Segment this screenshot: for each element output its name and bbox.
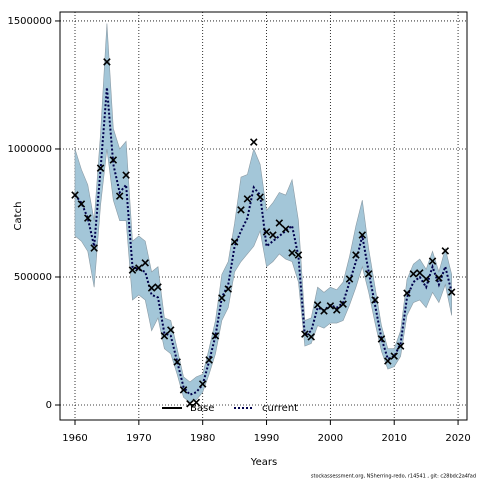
observed-marker bbox=[186, 399, 194, 408]
observed-marker bbox=[301, 330, 309, 338]
observed-marker bbox=[179, 386, 188, 394]
x-tick-label: 2010 bbox=[381, 433, 406, 444]
observed-marker bbox=[192, 398, 201, 407]
observed-marker bbox=[103, 58, 111, 66]
observed-marker bbox=[218, 294, 226, 302]
observed-marker bbox=[447, 288, 456, 296]
observed-marker bbox=[90, 244, 98, 252]
x-tick-label: 1970 bbox=[126, 433, 151, 444]
observed-marker bbox=[320, 307, 328, 315]
observed-marker bbox=[141, 259, 149, 267]
observed-marker bbox=[441, 247, 450, 255]
estimate-line bbox=[74, 87, 453, 396]
y-tick-label: 0 bbox=[46, 400, 52, 411]
observed-marker bbox=[345, 275, 354, 283]
x-tick-label: 2000 bbox=[318, 433, 343, 444]
observed-marker bbox=[109, 156, 118, 164]
legend-label: current bbox=[262, 403, 298, 414]
observed-marker bbox=[415, 269, 424, 277]
observed-marker bbox=[364, 270, 373, 278]
observed-marker bbox=[313, 301, 322, 309]
observed-marker bbox=[281, 225, 290, 233]
x-tick-label: 1960 bbox=[62, 433, 87, 444]
y-tick-label: 1500000 bbox=[7, 16, 52, 27]
observed-marker bbox=[173, 358, 181, 366]
observed-marker bbox=[384, 357, 392, 365]
observed-marker bbox=[339, 300, 347, 308]
x-tick-label: 1980 bbox=[190, 433, 215, 444]
observed-marker bbox=[115, 192, 124, 200]
observed-marker bbox=[96, 164, 105, 172]
observed-marker bbox=[84, 214, 92, 222]
observed-marker bbox=[230, 238, 239, 246]
observed-marker bbox=[403, 289, 411, 297]
observed-marker bbox=[77, 200, 86, 208]
observed-marker bbox=[294, 251, 303, 259]
observed-marker bbox=[390, 352, 398, 360]
observed-marker bbox=[358, 231, 367, 239]
observed-marker bbox=[262, 228, 271, 236]
observed-marker bbox=[243, 195, 252, 203]
observed-marker bbox=[154, 283, 162, 291]
observed-marker bbox=[198, 380, 207, 388]
observed-marker bbox=[396, 342, 405, 350]
observed-marker bbox=[435, 274, 443, 282]
observed-marker bbox=[71, 191, 79, 199]
observed-marker bbox=[275, 219, 284, 227]
observed-marker bbox=[128, 266, 137, 274]
observed-marker bbox=[371, 296, 379, 304]
observed-marker bbox=[377, 335, 386, 343]
observed-marker bbox=[352, 251, 360, 259]
observed-marker bbox=[160, 332, 169, 340]
observed-marker bbox=[409, 270, 418, 278]
observed-marker bbox=[307, 333, 315, 341]
observed-marker bbox=[249, 138, 258, 146]
y-tick-label: 500000 bbox=[14, 272, 52, 283]
observed-marker bbox=[428, 257, 437, 265]
observed-marker bbox=[269, 231, 277, 239]
observed-marker bbox=[211, 332, 220, 340]
plot-frame bbox=[59, 11, 468, 421]
observed-marker bbox=[167, 326, 175, 334]
y-axis-label: Catch bbox=[13, 202, 24, 231]
observed-marker bbox=[288, 249, 296, 257]
observed-marker bbox=[422, 275, 430, 283]
observed-marker bbox=[326, 302, 335, 310]
x-tick-label: 1990 bbox=[254, 433, 279, 444]
x-tick-label: 2020 bbox=[445, 433, 470, 444]
observed-marker bbox=[135, 264, 143, 272]
observed-marker bbox=[205, 356, 213, 364]
observed-marker bbox=[122, 171, 130, 179]
observed-marker bbox=[256, 193, 264, 201]
y-tick-label: 1000000 bbox=[7, 144, 52, 155]
x-axis-label: Years bbox=[250, 457, 277, 468]
footer: stockassessment.org, NSherring-redo, r14… bbox=[311, 474, 476, 480]
legend-label: Base bbox=[190, 403, 214, 414]
observed-marker bbox=[332, 306, 341, 314]
observed-marker bbox=[147, 284, 156, 292]
observed-marker bbox=[224, 285, 232, 293]
observed-marker bbox=[237, 206, 245, 214]
